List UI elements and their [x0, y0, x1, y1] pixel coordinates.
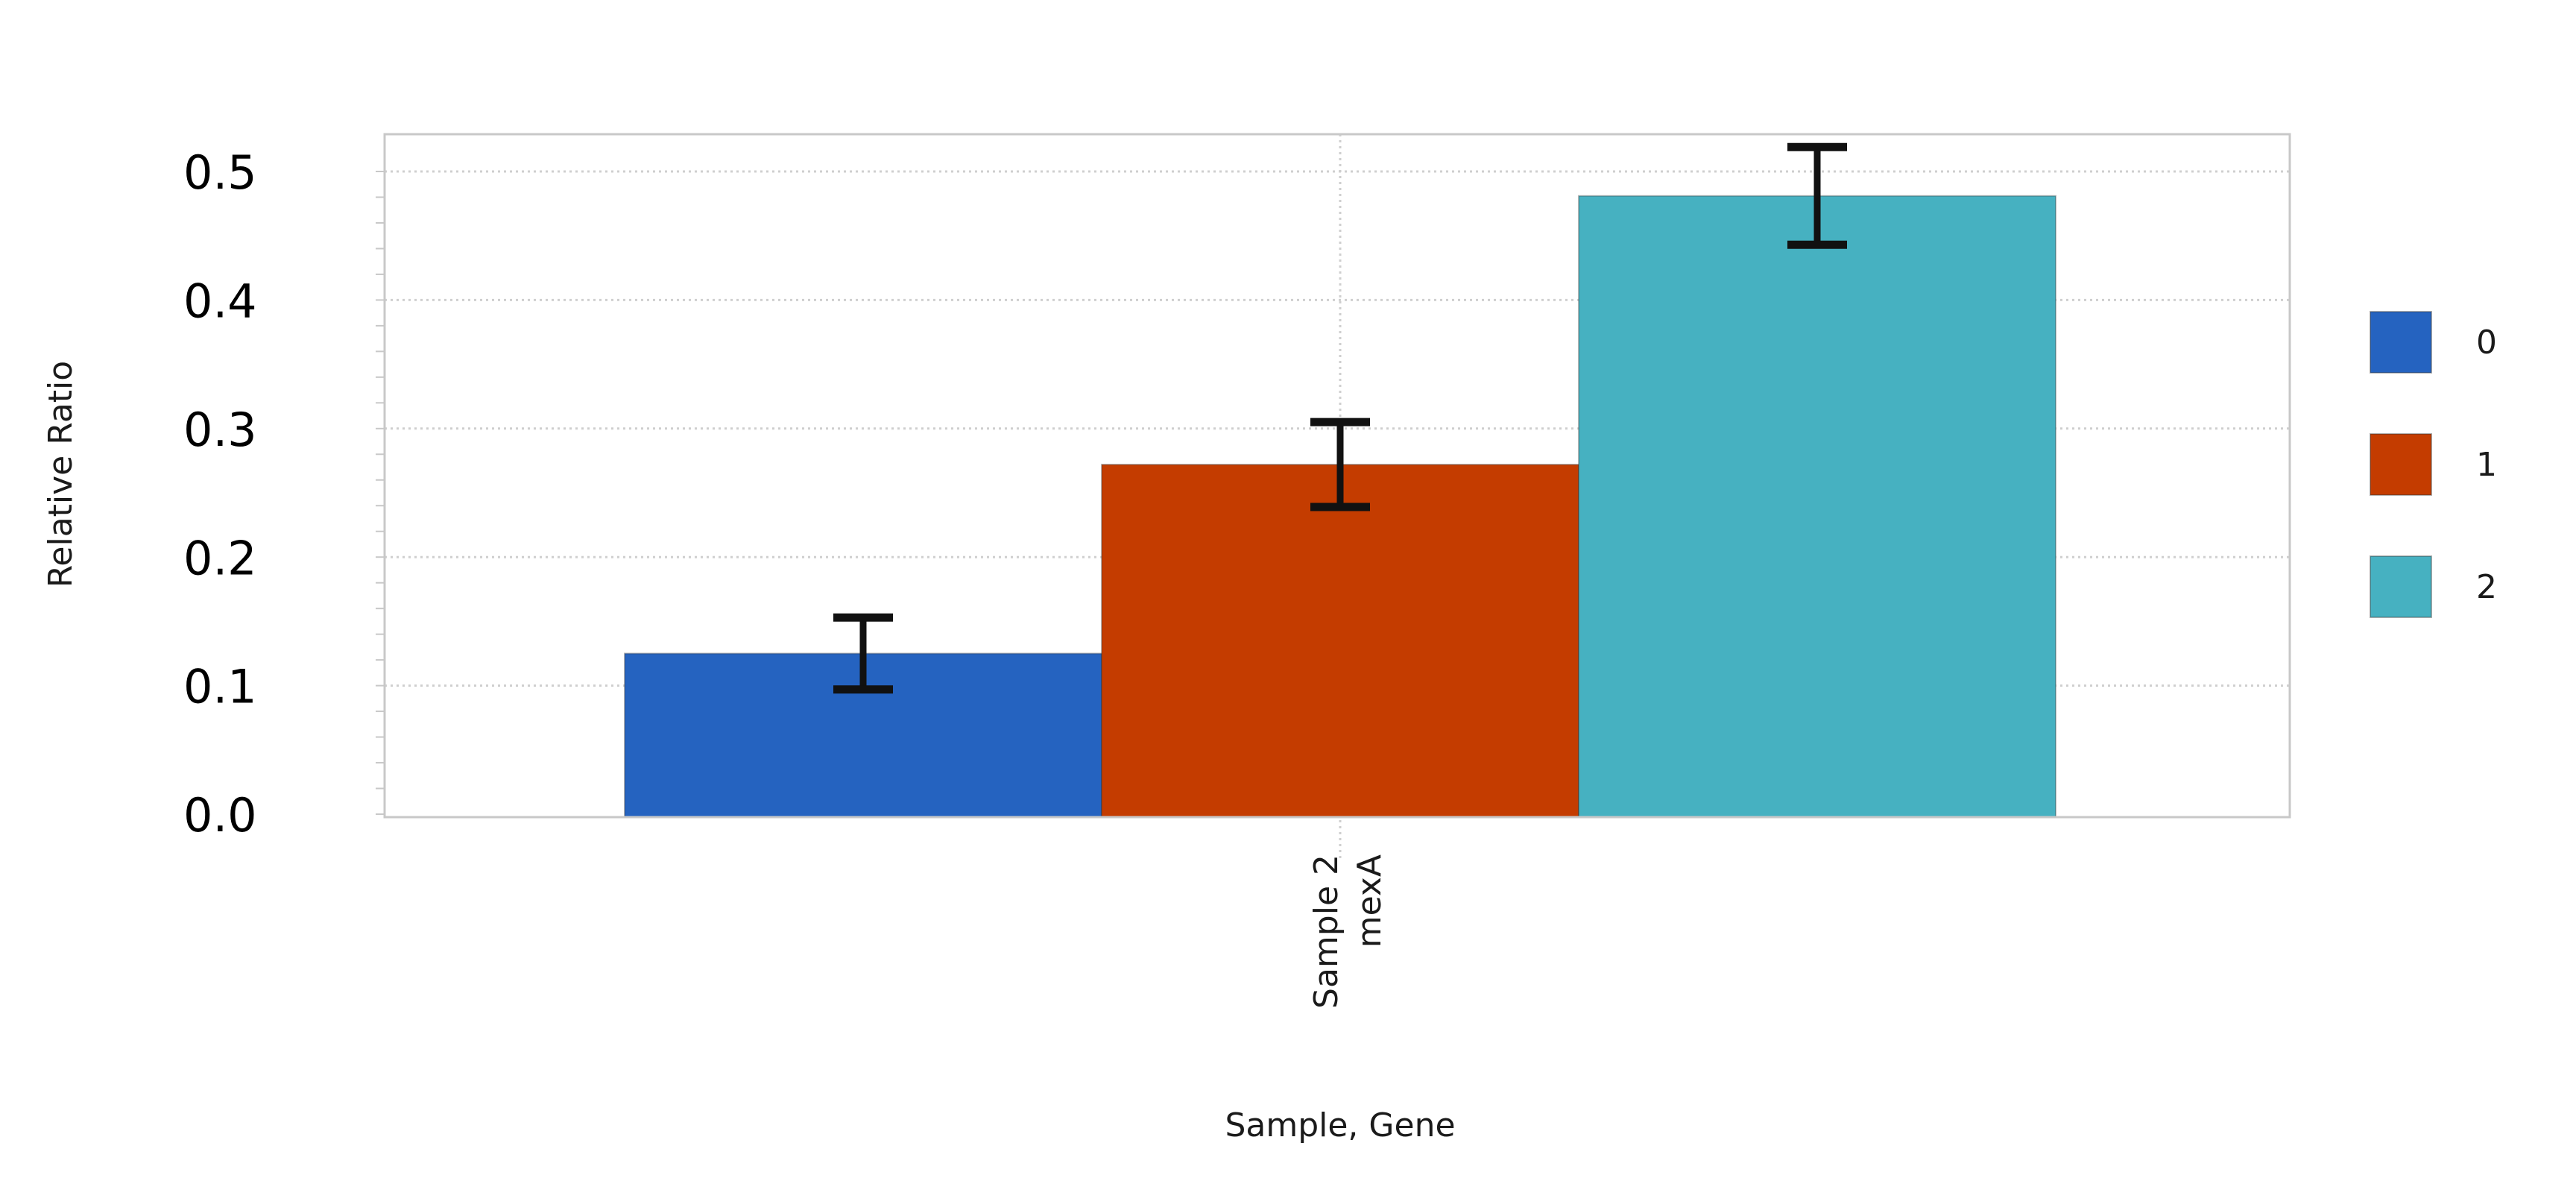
y-tick-labels: 0.0 0.1 0.2 0.3 0.4 0.5 [183, 145, 257, 842]
legend-item-1: 1 [2370, 433, 2497, 496]
bar-series-1 [1101, 464, 1579, 819]
y-tick-label: 0.0 [183, 788, 257, 842]
legend: 0 1 2 [2370, 311, 2497, 618]
legend-label: 2 [2476, 568, 2497, 606]
x-category-labels: Sample 2 mexA [1307, 854, 1389, 1009]
y-tick-label: 0.1 [183, 660, 257, 714]
legend-swatch [2370, 555, 2432, 618]
plot-area-frame [383, 133, 2291, 819]
legend-swatch [2370, 311, 2432, 374]
legend-swatch [2370, 433, 2432, 496]
y-minor-ticks [376, 171, 385, 815]
y-axis-title: Relative Ratio [42, 361, 80, 588]
error-bar-series-1 [1310, 418, 1370, 511]
error-bar-series-0 [833, 613, 893, 694]
legend-label: 1 [2476, 446, 2497, 484]
y-tick-label: 0.4 [183, 274, 257, 328]
x-category-label: Sample 2 mexA [1307, 854, 1389, 1009]
error-bars [833, 142, 1847, 694]
y-tick-label: 0.3 [183, 403, 257, 457]
y-tick-label: 0.5 [183, 145, 257, 200]
bars [624, 195, 2056, 819]
y-tick-label: 0.2 [183, 531, 257, 585]
legend-item-0: 0 [2370, 311, 2497, 374]
error-bar-series-2 [1787, 142, 1847, 249]
bar-series-2 [1578, 195, 2056, 819]
legend-label: 0 [2476, 324, 2497, 362]
x-axis-title: Sample, Gene [1225, 1106, 1455, 1144]
legend-item-2: 2 [2370, 555, 2497, 618]
